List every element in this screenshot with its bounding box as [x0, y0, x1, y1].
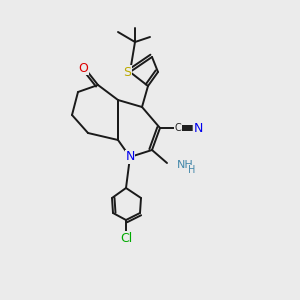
Text: H: H [188, 165, 196, 175]
Text: Cl: Cl [120, 232, 132, 244]
Text: NH: NH [177, 160, 194, 170]
Text: C: C [175, 123, 182, 133]
Text: S: S [123, 65, 131, 79]
Text: N: N [125, 151, 135, 164]
Text: O: O [78, 61, 88, 74]
Text: N: N [193, 122, 203, 134]
